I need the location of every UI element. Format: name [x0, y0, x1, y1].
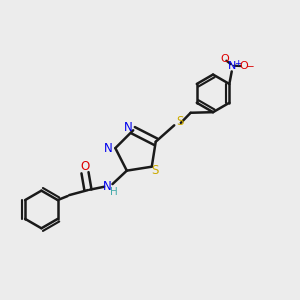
Text: S: S [176, 115, 183, 128]
Text: −: − [246, 61, 255, 72]
Text: N: N [103, 180, 112, 193]
Text: N: N [227, 61, 236, 71]
Text: N: N [123, 121, 132, 134]
Text: S: S [152, 164, 159, 177]
Text: O: O [239, 61, 248, 71]
Text: H: H [110, 188, 118, 197]
Text: N: N [104, 142, 112, 155]
Text: O: O [80, 160, 90, 173]
Text: +: + [234, 58, 242, 68]
Text: O: O [220, 55, 229, 64]
